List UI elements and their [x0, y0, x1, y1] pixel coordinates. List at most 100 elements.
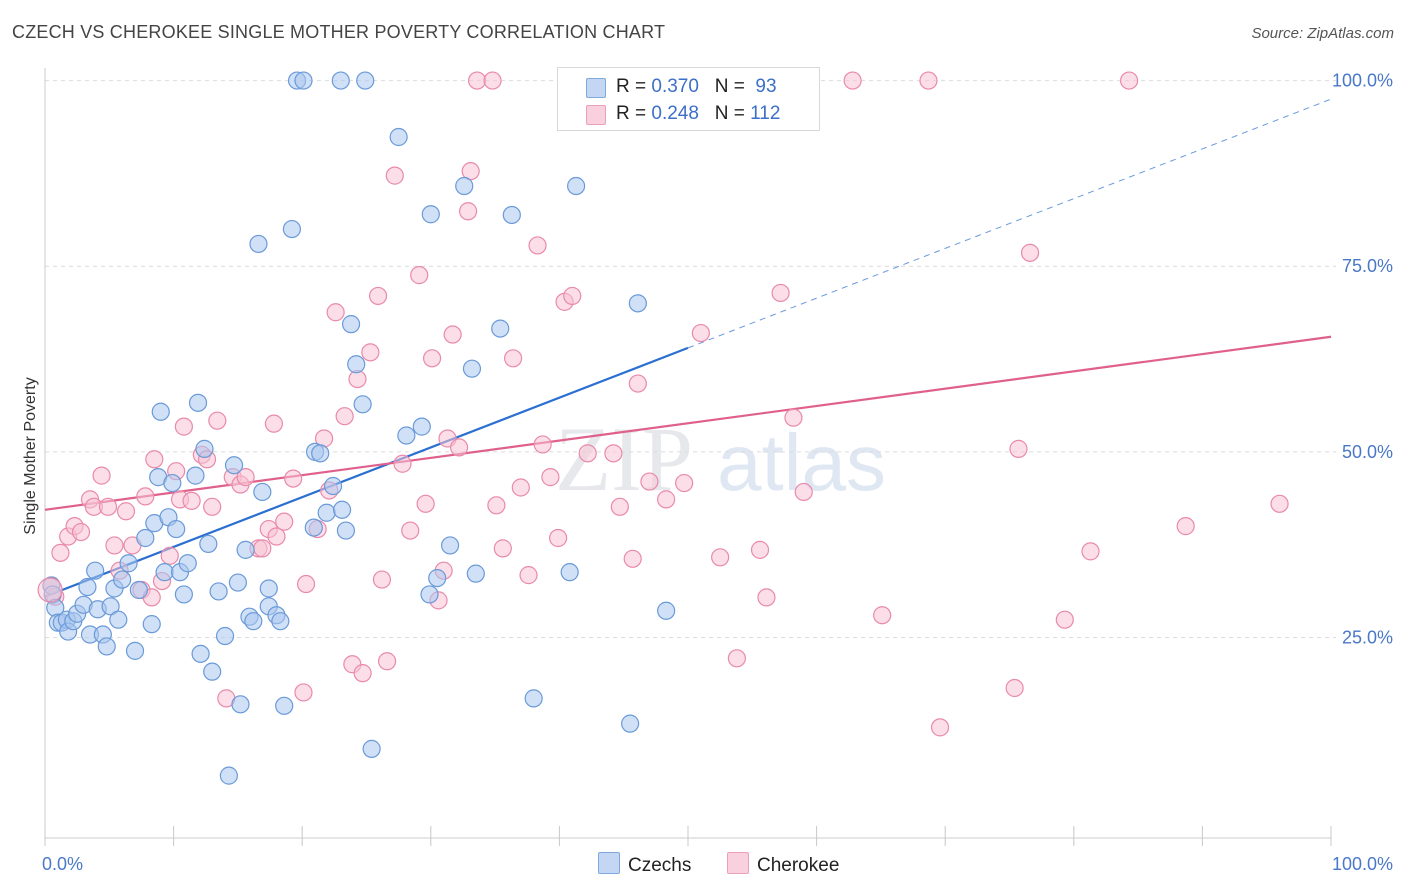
czech-point — [336, 521, 356, 540]
cherokee-point — [416, 494, 435, 513]
cherokee-point — [519, 566, 538, 585]
czech-point — [109, 610, 128, 629]
czech-point — [332, 500, 352, 519]
czech-point — [167, 519, 186, 539]
czech-point — [502, 205, 521, 225]
cherokee-point — [296, 574, 316, 594]
czech-point — [178, 554, 197, 573]
czech-point — [186, 466, 205, 485]
cherokee-point — [750, 540, 770, 559]
czech-point — [275, 696, 294, 715]
cherokee-point — [1009, 439, 1028, 458]
czech-point — [341, 315, 361, 334]
czech-point — [142, 615, 161, 634]
czech-point — [253, 482, 272, 502]
cherokee-point — [930, 718, 950, 737]
czech-point — [86, 561, 105, 580]
cherokee-point — [264, 414, 284, 433]
legend-row-cherokee: R = 0.248 N = 112 — [616, 103, 780, 125]
legend-swatch-czechs — [586, 78, 606, 98]
cherokee-point — [236, 468, 255, 487]
cherokee-point — [1081, 542, 1100, 561]
czech-trend-line — [44, 346, 689, 598]
cherokee-point — [541, 468, 560, 487]
czech-point — [466, 564, 485, 583]
cherokee-point — [385, 166, 404, 185]
cherokee-point — [1055, 610, 1074, 629]
czechs-label: Czechs — [628, 855, 692, 876]
czech-point — [323, 476, 343, 496]
cherokee-point — [208, 411, 227, 430]
cherokee-point — [757, 588, 776, 607]
legend-n-value: 93 — [755, 76, 777, 97]
czech-point — [209, 582, 228, 601]
legend-r-label: R = — [616, 76, 652, 97]
cherokee-point — [727, 649, 746, 668]
czech-point — [304, 518, 323, 537]
cherokee-point — [843, 71, 862, 90]
czech-point — [191, 644, 210, 663]
cherokee-swatch — [727, 852, 749, 874]
cherokee-point — [92, 466, 111, 485]
cherokee-point — [563, 286, 582, 306]
czech-point — [524, 689, 543, 708]
czech-point — [282, 219, 302, 239]
czech-point — [462, 359, 482, 378]
y-tick-label: 50.0% — [1342, 442, 1393, 462]
cherokee-point — [483, 71, 502, 90]
czech-point — [119, 554, 138, 573]
cherokee-point — [377, 652, 397, 671]
axes — [44, 68, 1332, 846]
czech-point — [491, 319, 510, 338]
czech-point — [203, 662, 222, 681]
cherokee-point — [98, 497, 118, 516]
y-tick-label: 75.0% — [1342, 256, 1393, 276]
czech-point — [397, 426, 416, 445]
cherokee-point — [771, 283, 790, 303]
czech-point — [331, 71, 350, 90]
cherokee-trend-line — [44, 335, 1332, 511]
czech-point — [621, 714, 640, 733]
czech-point — [151, 402, 170, 421]
legend-n-label: N = — [714, 76, 751, 97]
cherokee-label: Cherokee — [757, 855, 840, 876]
cherokee-point — [37, 577, 63, 603]
cherokee-point — [105, 536, 124, 555]
cherokee-point — [372, 570, 392, 589]
czech-point — [244, 612, 263, 631]
czech-point — [97, 637, 116, 656]
cherokee-point — [1176, 517, 1195, 536]
cherokee-point — [794, 482, 813, 502]
cherokee-point — [410, 266, 429, 285]
czech-point — [113, 570, 132, 589]
czech-point — [628, 294, 647, 313]
axis-labels: 25.0% 50.0% 75.0% 100.0% 0.0% 100.0% Single Mo… — [22, 71, 1393, 874]
czech-point — [412, 417, 431, 436]
czech-point — [389, 127, 408, 147]
cherokee-point — [784, 408, 803, 427]
series-legend-czechs: Czechs — [598, 852, 691, 877]
cherokee-point — [1119, 71, 1139, 90]
legend-row-czechs: R = 0.370 N = 93 — [616, 76, 777, 98]
czechs-swatch — [598, 852, 620, 874]
czech-point — [249, 234, 268, 254]
chart-title: CZECH VS CHEROKEE SINGLE MOTHER POVERTY … — [12, 22, 666, 42]
cherokee-point — [422, 349, 442, 368]
legend-n-value: 112 — [750, 103, 781, 124]
cherokee-point — [919, 71, 938, 90]
cherokee-point — [145, 450, 164, 469]
cherokee-point — [711, 548, 730, 567]
czech-point — [155, 563, 174, 582]
cherokee-point — [136, 487, 155, 506]
czech-point — [215, 626, 235, 646]
czech-point — [224, 456, 244, 475]
cherokee-point — [657, 490, 676, 509]
czech-trend-extension — [687, 98, 1332, 349]
cherokee-point — [368, 286, 388, 306]
czech-point — [455, 176, 474, 196]
czech-point — [188, 393, 208, 412]
czech-point — [362, 739, 381, 758]
czech-point — [317, 503, 336, 522]
cherokee-point — [267, 527, 286, 546]
